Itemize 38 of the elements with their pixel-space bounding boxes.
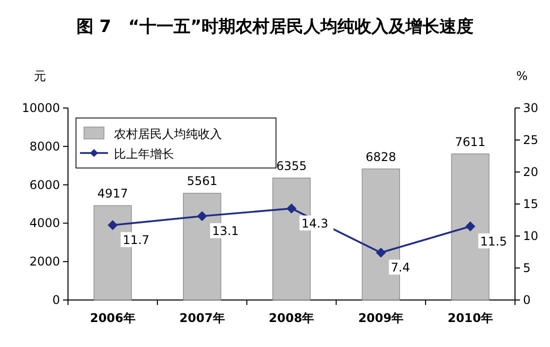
y2-tick-label: 5 <box>523 261 531 275</box>
chart-title: 图 7 “十一五”时期农村居民人均纯收入及增长速度 <box>76 17 474 37</box>
y-tick-label: 0 <box>52 293 60 307</box>
point <box>108 220 118 230</box>
data-label: 6355 <box>276 158 307 173</box>
data-label: 11.5 <box>480 234 508 248</box>
data-label: 6828 <box>366 150 396 164</box>
x-tick-label: 2008年 <box>268 311 314 325</box>
y2-tick-label: 30 <box>523 101 538 115</box>
y2-tick-label: 0 <box>523 293 531 307</box>
data-label: 14.3 <box>302 216 328 230</box>
y-tick-label: 4000 <box>29 216 60 230</box>
y2-tick-label: 15 <box>523 197 538 211</box>
y2-tick-label: 20 <box>523 165 538 179</box>
data-label: 11.7 <box>122 233 150 248</box>
data-label: 7611 <box>455 134 486 149</box>
x-tick-label: 2010年 <box>448 311 494 325</box>
y-axis-title: 元 <box>34 69 46 83</box>
x-tick-label: 2007年 <box>179 311 225 325</box>
y-tick-label: 2000 <box>29 254 60 269</box>
point <box>286 203 296 214</box>
y2-tick-label: 25 <box>523 133 538 147</box>
data-label: 5561 <box>186 174 218 188</box>
point <box>376 248 386 258</box>
y2-tick-label: 10 <box>523 229 538 243</box>
y2-axis-title: % <box>516 69 528 83</box>
point <box>197 211 208 222</box>
y-tick-label: 8000 <box>29 139 60 154</box>
x-tick-label: 2006年 <box>90 311 136 325</box>
legend-label: 比上年增长 <box>114 147 174 161</box>
data-label: 7.4 <box>390 260 410 275</box>
data-label: 4917 <box>97 186 128 201</box>
legend-label: 农村居民人均纯收入 <box>114 127 222 141</box>
x-tick-label: 2009年 <box>358 311 404 325</box>
y-tick-label: 10000 <box>22 101 60 115</box>
point <box>465 221 476 232</box>
y-tick-label: 6000 <box>29 178 60 192</box>
data-label: 13.1 <box>212 224 239 238</box>
